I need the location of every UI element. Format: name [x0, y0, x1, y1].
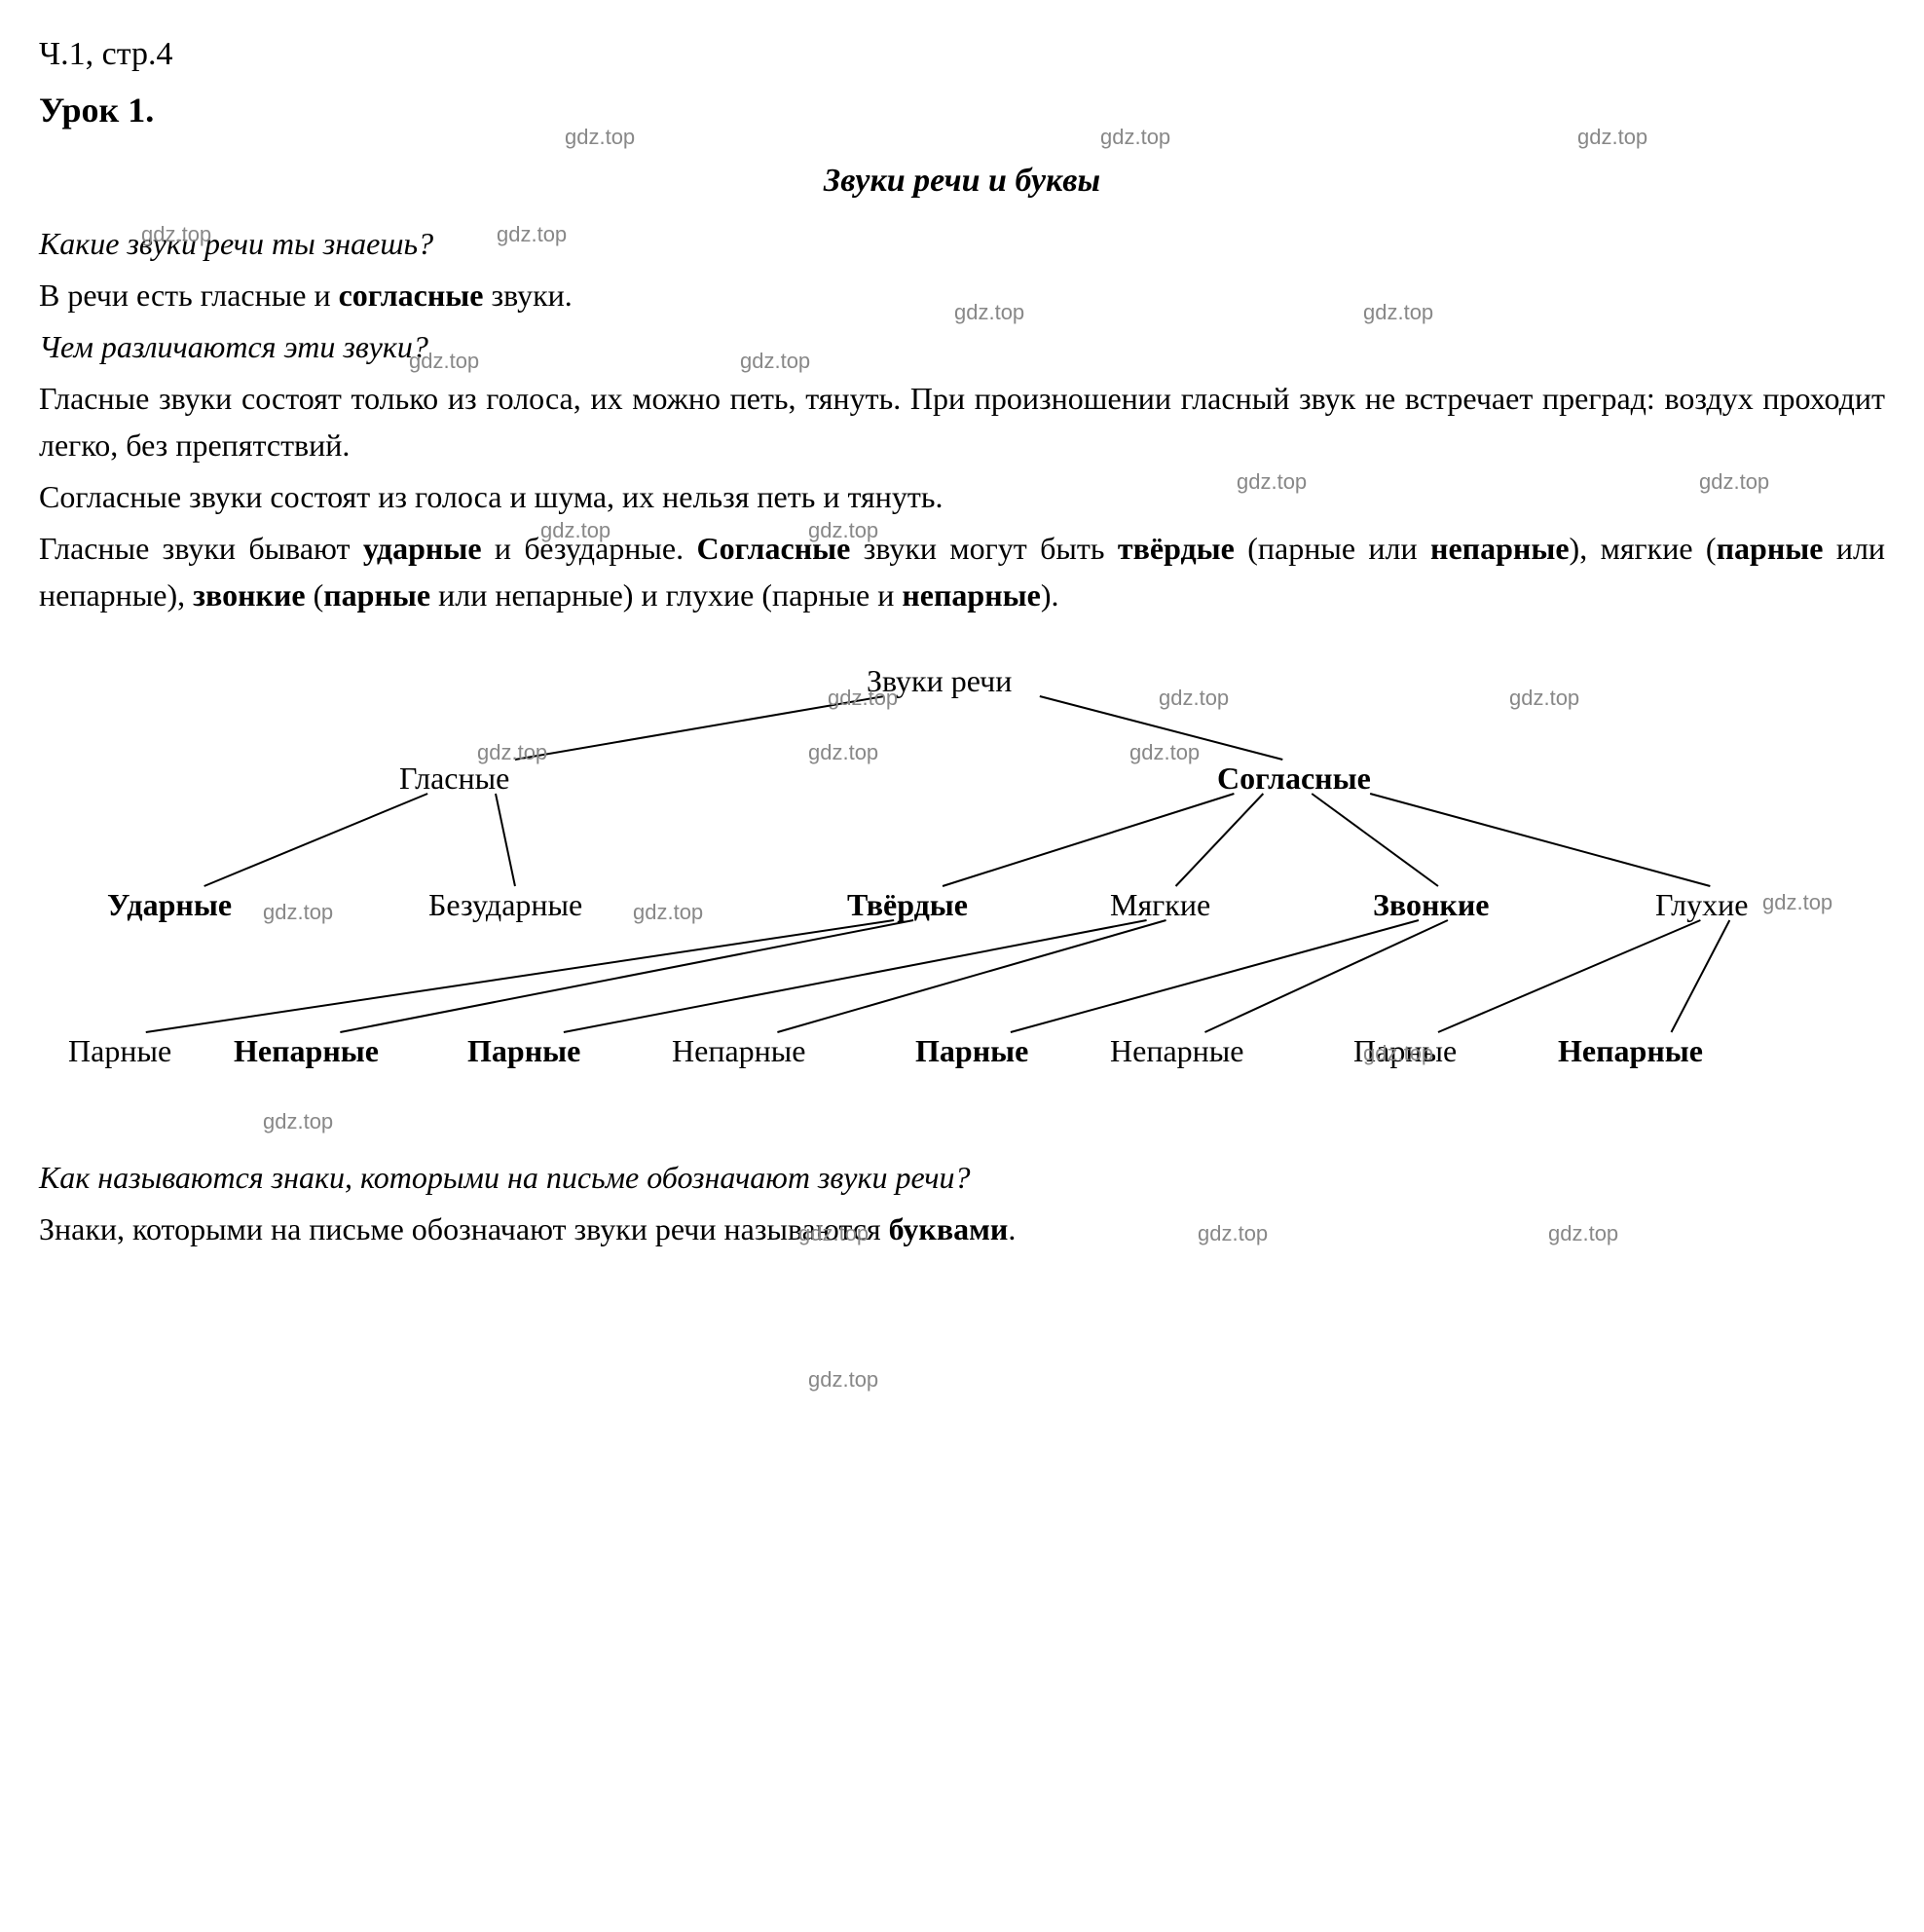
p4-span: непарные — [1430, 531, 1570, 566]
diagram-edge — [777, 920, 1166, 1032]
question-3: Как называются знаки, которыми на письме… — [39, 1154, 1885, 1201]
question-2: Чем различаются эти звуки? — [39, 323, 1885, 370]
diagram-edge — [340, 920, 913, 1032]
diagram-edge — [1040, 696, 1282, 760]
diagram-edge — [1204, 920, 1447, 1032]
diagram-edge — [1671, 920, 1729, 1032]
p4-span: парные — [1717, 531, 1824, 566]
diagram-edge — [1011, 920, 1419, 1032]
p4-span: ударные — [363, 531, 482, 566]
header-part: Ч.1, стр.4 — [39, 29, 1885, 79]
diagram-node-root: Звуки речи — [867, 657, 1012, 704]
diagram-node-pair4: Парные — [1353, 1027, 1457, 1074]
diagram-node-voiced: Звонкие — [1373, 881, 1489, 928]
diagram-node-voiceless: Глухие — [1655, 881, 1748, 928]
paragraph-1: В речи есть гласные и согласные звуки. — [39, 272, 1885, 318]
diagram-edge — [146, 920, 894, 1032]
diagram-node-soft: Мягкие — [1110, 881, 1210, 928]
p1-text-a: В речи есть гласные и — [39, 278, 339, 313]
question-1: Какие звуки речи ты знаешь? — [39, 220, 1885, 267]
p5-text-c: . — [1008, 1211, 1016, 1246]
diagram-node-hard: Твёрдые — [847, 881, 968, 928]
p4-span: Согласные — [697, 531, 851, 566]
paragraph-2: Гласные звуки состоят только из голоса, … — [39, 375, 1885, 468]
p4-span: звонкие — [193, 577, 305, 613]
p4-span: (парные или — [1235, 531, 1430, 566]
p4-span: Гласные звуки бывают — [39, 531, 363, 566]
diagram-edge — [1438, 920, 1700, 1032]
p1-text-c: звуки. — [483, 278, 572, 313]
watermark: gdz.top — [808, 1363, 878, 1395]
paragraph-4: Гласные звуки бывают ударные и безударны… — [39, 525, 1885, 618]
diagram-node-unpair4: Непарные — [1558, 1027, 1703, 1074]
p4-span: звуки могут быть — [850, 531, 1118, 566]
diagram-node-pair2: Парные — [467, 1027, 580, 1074]
diagram-node-stressed: Ударные — [107, 881, 232, 928]
p4-span: парные — [323, 577, 430, 613]
paragraph-5: Знаки, которыми на письме обозначают зву… — [39, 1206, 1885, 1252]
diagram-edge — [564, 920, 1147, 1032]
diagram-node-unpair3: Непарные — [1110, 1027, 1243, 1074]
main-title: Звуки речи и буквы — [39, 156, 1885, 205]
diagram-node-vowels: Гласные — [399, 755, 509, 801]
p1-text-b: согласные — [339, 278, 484, 313]
p4-span: или непарные) и глухие (парные и — [430, 577, 902, 613]
diagram-edge — [943, 794, 1234, 886]
diagram-edge — [515, 696, 884, 760]
diagram-node-pair1: Парные — [68, 1027, 171, 1074]
diagram-node-unpair2: Непарные — [672, 1027, 805, 1074]
diagram-edge — [496, 794, 515, 886]
p5-text-a: Знаки, которыми на письме обозначают зву… — [39, 1211, 889, 1246]
diagram-edge — [1176, 794, 1264, 886]
diagram-edge — [204, 794, 428, 886]
p4-span: ( — [306, 577, 324, 613]
p4-span: ). — [1041, 577, 1059, 613]
diagram-edge — [1312, 794, 1438, 886]
paragraph-3: Согласные звуки состоят из голоса и шума… — [39, 473, 1885, 520]
diagram-node-pair3: Парные — [915, 1027, 1028, 1074]
lesson-title: Урок 1. — [39, 84, 1885, 136]
p4-span: ), мягкие ( — [1570, 531, 1717, 566]
diagram-node-unpair1: Непарные — [234, 1027, 379, 1074]
p4-span: непарные — [902, 577, 1041, 613]
diagram-edge — [1370, 794, 1710, 886]
p5-text-b: буквами — [889, 1211, 1009, 1246]
diagram-node-consonants: Согласные — [1217, 755, 1371, 801]
diagram-node-unstressed: Безударные — [428, 881, 582, 928]
p4-span: и безударные. — [482, 531, 697, 566]
p4-span: твёрдые — [1118, 531, 1235, 566]
sounds-diagram: Звуки речи Гласные Согласные Ударные Безудар… — [39, 657, 1885, 1125]
